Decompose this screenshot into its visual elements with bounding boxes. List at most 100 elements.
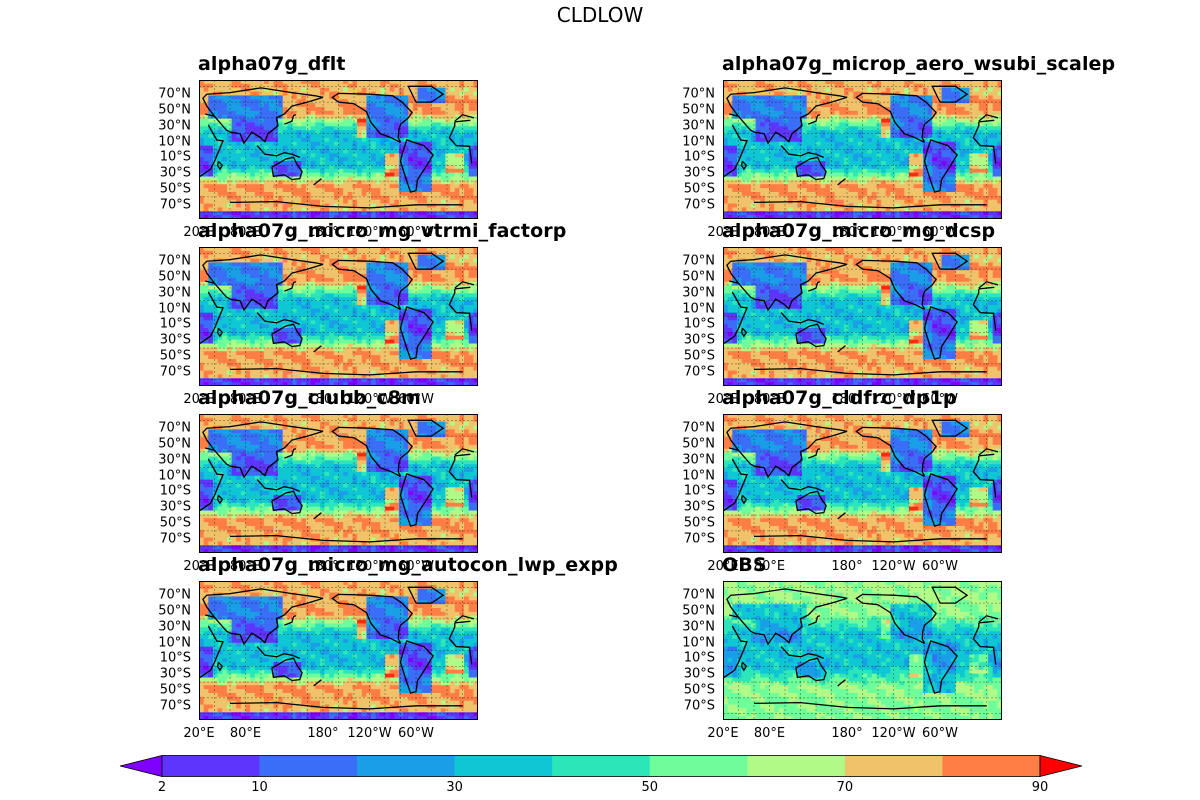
field-cell (208, 99, 214, 104)
field-cell (723, 99, 729, 104)
field-cell (927, 80, 933, 85)
field-cell (296, 254, 302, 260)
field-cell (820, 130, 826, 135)
field-cell (403, 211, 409, 216)
field-cell (783, 122, 789, 127)
field-cell (941, 180, 947, 185)
field-cell (259, 277, 265, 283)
field-cell (459, 188, 465, 193)
field-cell (760, 164, 766, 170)
lat-tick-label: 50°N (682, 102, 715, 118)
field-cell (978, 184, 984, 189)
field-cell (459, 137, 465, 143)
field-cell (347, 203, 354, 209)
field-cell (333, 118, 340, 124)
field-cell (352, 141, 358, 147)
coastline (753, 200, 987, 209)
field-cell (983, 137, 989, 143)
field-cell (226, 254, 233, 260)
field-cell (417, 87, 423, 93)
field-cell (319, 141, 326, 147)
field-cell (802, 164, 808, 170)
field-cell (964, 126, 971, 131)
field-cell (222, 110, 228, 116)
field-cell (764, 126, 771, 131)
field-cell (436, 103, 442, 108)
field-cell (254, 83, 261, 89)
field-cell (352, 215, 358, 219)
field-cell (292, 91, 298, 97)
field-cell (862, 130, 868, 135)
field-cell (736, 211, 743, 216)
field-cell (848, 99, 854, 104)
field-cell (250, 80, 256, 85)
field-cell (797, 134, 803, 139)
field-cell (343, 137, 349, 143)
field-cell (310, 211, 316, 216)
field-cell (746, 180, 752, 185)
field-cell (324, 103, 330, 108)
field-cell (946, 149, 952, 154)
field-cell (226, 180, 233, 185)
field-cell (839, 107, 845, 112)
field-cell (459, 134, 465, 139)
field-cell (816, 211, 822, 216)
field-cell (736, 153, 743, 158)
field-cell (366, 95, 372, 100)
field-cell (301, 211, 307, 216)
field-cell (287, 110, 293, 116)
field-cell (909, 211, 915, 216)
field-cell (380, 266, 386, 271)
field-cell (282, 215, 288, 219)
field-cell (890, 153, 896, 158)
field-cell (264, 137, 270, 143)
field-cell (315, 164, 321, 170)
field-cell (292, 161, 298, 166)
field-cell (806, 126, 812, 131)
field-cell (769, 215, 775, 219)
field-cell (440, 134, 447, 139)
field-cell (955, 164, 961, 170)
field-cell (834, 130, 840, 135)
field-cell (997, 157, 1002, 162)
field-cell (371, 180, 377, 185)
field-cell (431, 215, 437, 219)
field-cell (806, 164, 812, 170)
field-cell (932, 122, 938, 127)
field-cell (454, 277, 460, 283)
field-cell (913, 95, 919, 100)
field-cell (473, 207, 478, 212)
field-cell (361, 122, 367, 127)
field-cell (839, 80, 845, 85)
field-cell (338, 184, 344, 189)
field-cell (445, 254, 451, 260)
field-cell (398, 172, 405, 178)
field-cell (881, 134, 887, 139)
field-cell (857, 134, 864, 139)
field-cell (783, 207, 789, 212)
field-cell (964, 164, 971, 170)
field-cell (783, 114, 789, 120)
field-cell (909, 107, 915, 112)
field-cell (319, 172, 326, 178)
field-cell (222, 157, 228, 162)
field-cell (264, 180, 270, 185)
field-cell (848, 157, 854, 162)
field-cell (755, 195, 761, 201)
field-cell (273, 270, 279, 275)
field-cell (231, 207, 237, 212)
field-cell (305, 191, 312, 197)
field-cell (292, 134, 298, 139)
field-cell (946, 199, 952, 205)
field-cell (932, 199, 938, 205)
field-cell (208, 122, 214, 127)
field-cell (310, 274, 316, 279)
field-cell (217, 270, 223, 275)
field-cell (212, 195, 219, 201)
field-cell (797, 141, 803, 147)
field-cell (955, 87, 961, 93)
field-cell (282, 114, 288, 120)
field-cell (825, 211, 831, 216)
field-cell (871, 211, 878, 216)
field-cell (245, 180, 251, 185)
